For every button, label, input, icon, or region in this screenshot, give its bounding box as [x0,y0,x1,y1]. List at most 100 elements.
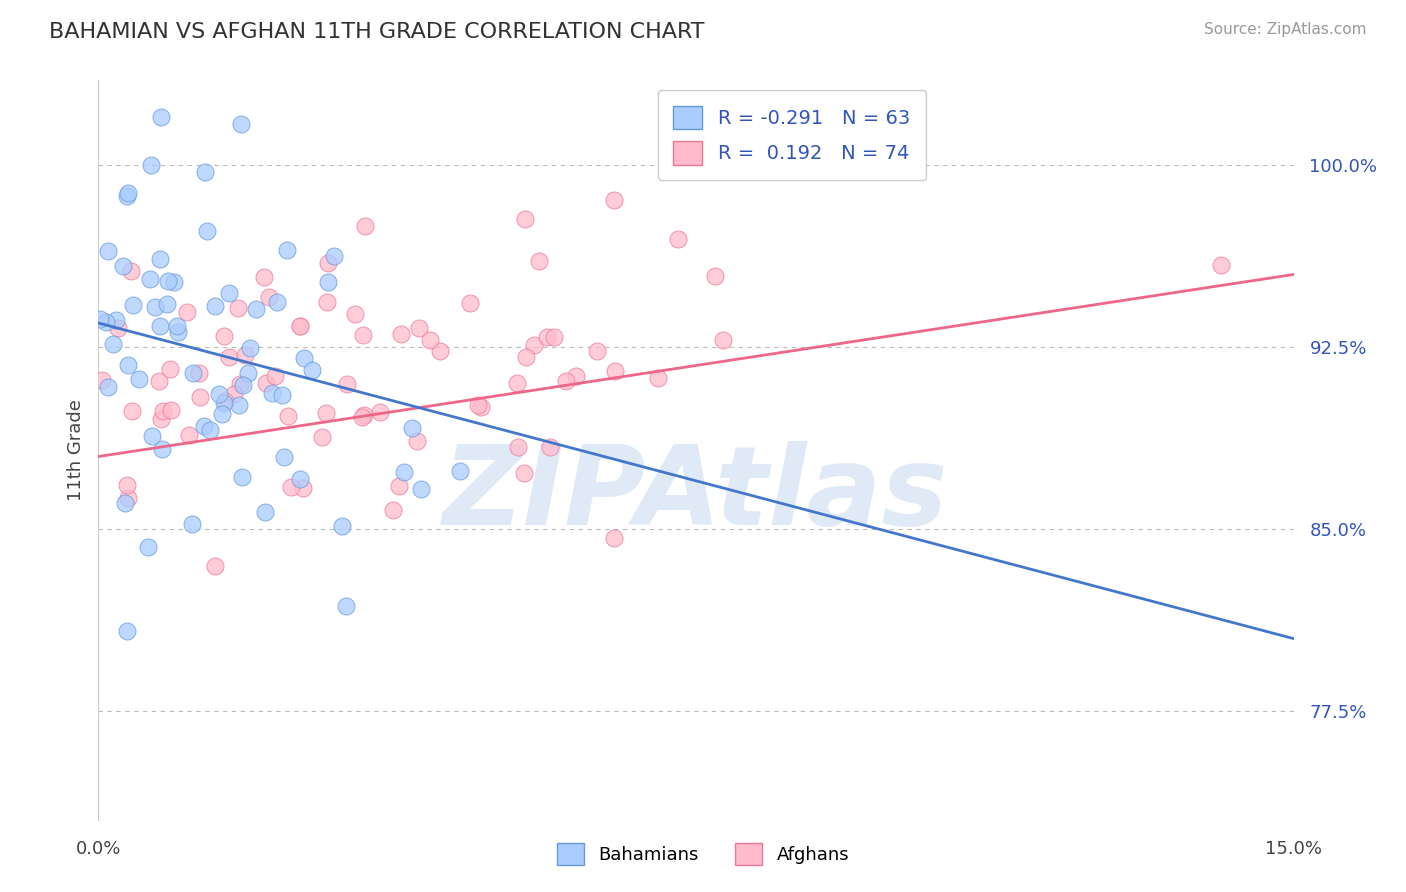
Point [115,624,138,638]
Point [152,404,174,418]
Point [181,517,204,532]
Point [97,244,120,259]
Point [136,540,159,554]
Point [149,252,172,267]
Point [236,367,259,381]
Point [226,301,249,315]
Point [350,410,373,425]
Point [352,328,374,343]
Point [280,480,302,494]
Point [229,118,252,132]
Point [389,327,412,342]
Text: 15.0%: 15.0% [1265,840,1322,858]
Point [149,319,172,334]
Point [315,406,337,420]
Text: 0.0%: 0.0% [76,840,121,858]
Point [666,232,689,246]
Point [316,256,339,270]
Point [117,478,139,492]
Point [198,424,221,438]
Point [148,375,170,389]
Point [193,419,215,434]
Point [89,311,111,326]
Point [506,376,529,391]
Text: BAHAMIAN VS AFGHAN 11TH GRADE CORRELATION CHART: BAHAMIAN VS AFGHAN 11TH GRADE CORRELATIO… [49,22,704,42]
Point [150,110,173,124]
Point [603,531,626,545]
Point [167,325,190,339]
Point [138,272,160,286]
Point [538,440,561,454]
Point [429,343,451,358]
Point [506,440,529,454]
Point [266,294,288,309]
Point [513,212,536,227]
Point [233,348,256,362]
Point [316,295,339,310]
Point [228,397,250,411]
Point [288,319,311,334]
Point [239,341,262,355]
Point [388,479,411,493]
Text: ZIPAtlas: ZIPAtlas [443,442,949,549]
Point [711,333,734,347]
Point [409,482,432,496]
Point [527,253,550,268]
Point [188,390,211,404]
Y-axis label: 11th Grade: 11th Grade [66,400,84,501]
Point [204,559,226,574]
Point [382,503,405,517]
Point [515,351,537,365]
Point [536,330,558,344]
Point [344,307,367,321]
Point [565,368,588,383]
Point [103,337,125,351]
Point [104,313,127,327]
Point [647,371,669,385]
Point [467,398,489,412]
Point [408,320,430,334]
Point [159,362,181,376]
Point [204,299,226,313]
Point [222,386,245,401]
Point [97,380,120,394]
Point [245,302,267,317]
Point [212,329,235,343]
Point [603,194,626,208]
Point [555,374,578,388]
Point [121,264,143,278]
Point [253,269,276,284]
Point [117,491,139,505]
Point [122,298,145,312]
Point [143,300,166,314]
Point [232,378,254,392]
Point [214,393,236,408]
Point [291,481,314,495]
Point [231,470,253,484]
Point [181,367,204,381]
Point [117,186,139,201]
Point [260,385,283,400]
Point [211,407,233,421]
Point [353,409,375,423]
Text: Source: ZipAtlas.com: Source: ZipAtlas.com [1204,22,1367,37]
Point [218,351,240,365]
Point [149,411,172,425]
Point [335,599,357,613]
Point [401,420,423,434]
Point [292,351,315,366]
Point [1209,258,1232,272]
Point [330,519,353,533]
Point [254,505,277,519]
Point [177,427,200,442]
Point [288,472,311,486]
Point [419,333,441,347]
Point [194,165,217,179]
Point [276,244,298,258]
Point [114,496,136,510]
Point [392,466,415,480]
Point [470,400,492,414]
Point [449,465,471,479]
Point [301,363,323,377]
Point [368,405,391,419]
